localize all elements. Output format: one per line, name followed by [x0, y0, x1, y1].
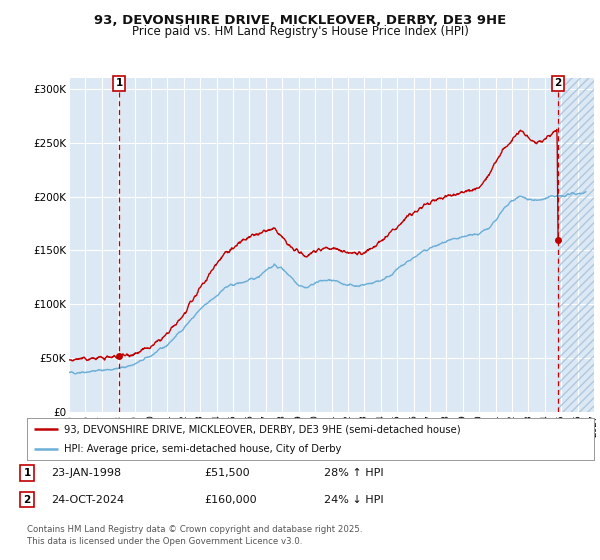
Text: 1: 1: [23, 468, 31, 478]
Text: 93, DEVONSHIRE DRIVE, MICKLEOVER, DERBY, DE3 9HE: 93, DEVONSHIRE DRIVE, MICKLEOVER, DERBY,…: [94, 14, 506, 27]
Bar: [558, 78, 594, 412]
Text: £160,000: £160,000: [204, 494, 257, 505]
Text: 1: 1: [116, 78, 123, 88]
Text: 28% ↑ HPI: 28% ↑ HPI: [324, 468, 383, 478]
Text: 24% ↓ HPI: 24% ↓ HPI: [324, 494, 383, 505]
Text: 2: 2: [23, 494, 31, 505]
Text: 2: 2: [554, 78, 562, 88]
Text: Price paid vs. HM Land Registry's House Price Index (HPI): Price paid vs. HM Land Registry's House …: [131, 25, 469, 38]
Text: 24-OCT-2024: 24-OCT-2024: [51, 494, 124, 505]
Text: 23-JAN-1998: 23-JAN-1998: [51, 468, 121, 478]
Text: HPI: Average price, semi-detached house, City of Derby: HPI: Average price, semi-detached house,…: [64, 445, 341, 454]
Text: £51,500: £51,500: [204, 468, 250, 478]
Bar: [558, 78, 594, 412]
Text: 93, DEVONSHIRE DRIVE, MICKLEOVER, DERBY, DE3 9HE (semi-detached house): 93, DEVONSHIRE DRIVE, MICKLEOVER, DERBY,…: [64, 424, 460, 434]
Text: Contains HM Land Registry data © Crown copyright and database right 2025.
This d: Contains HM Land Registry data © Crown c…: [27, 525, 362, 546]
